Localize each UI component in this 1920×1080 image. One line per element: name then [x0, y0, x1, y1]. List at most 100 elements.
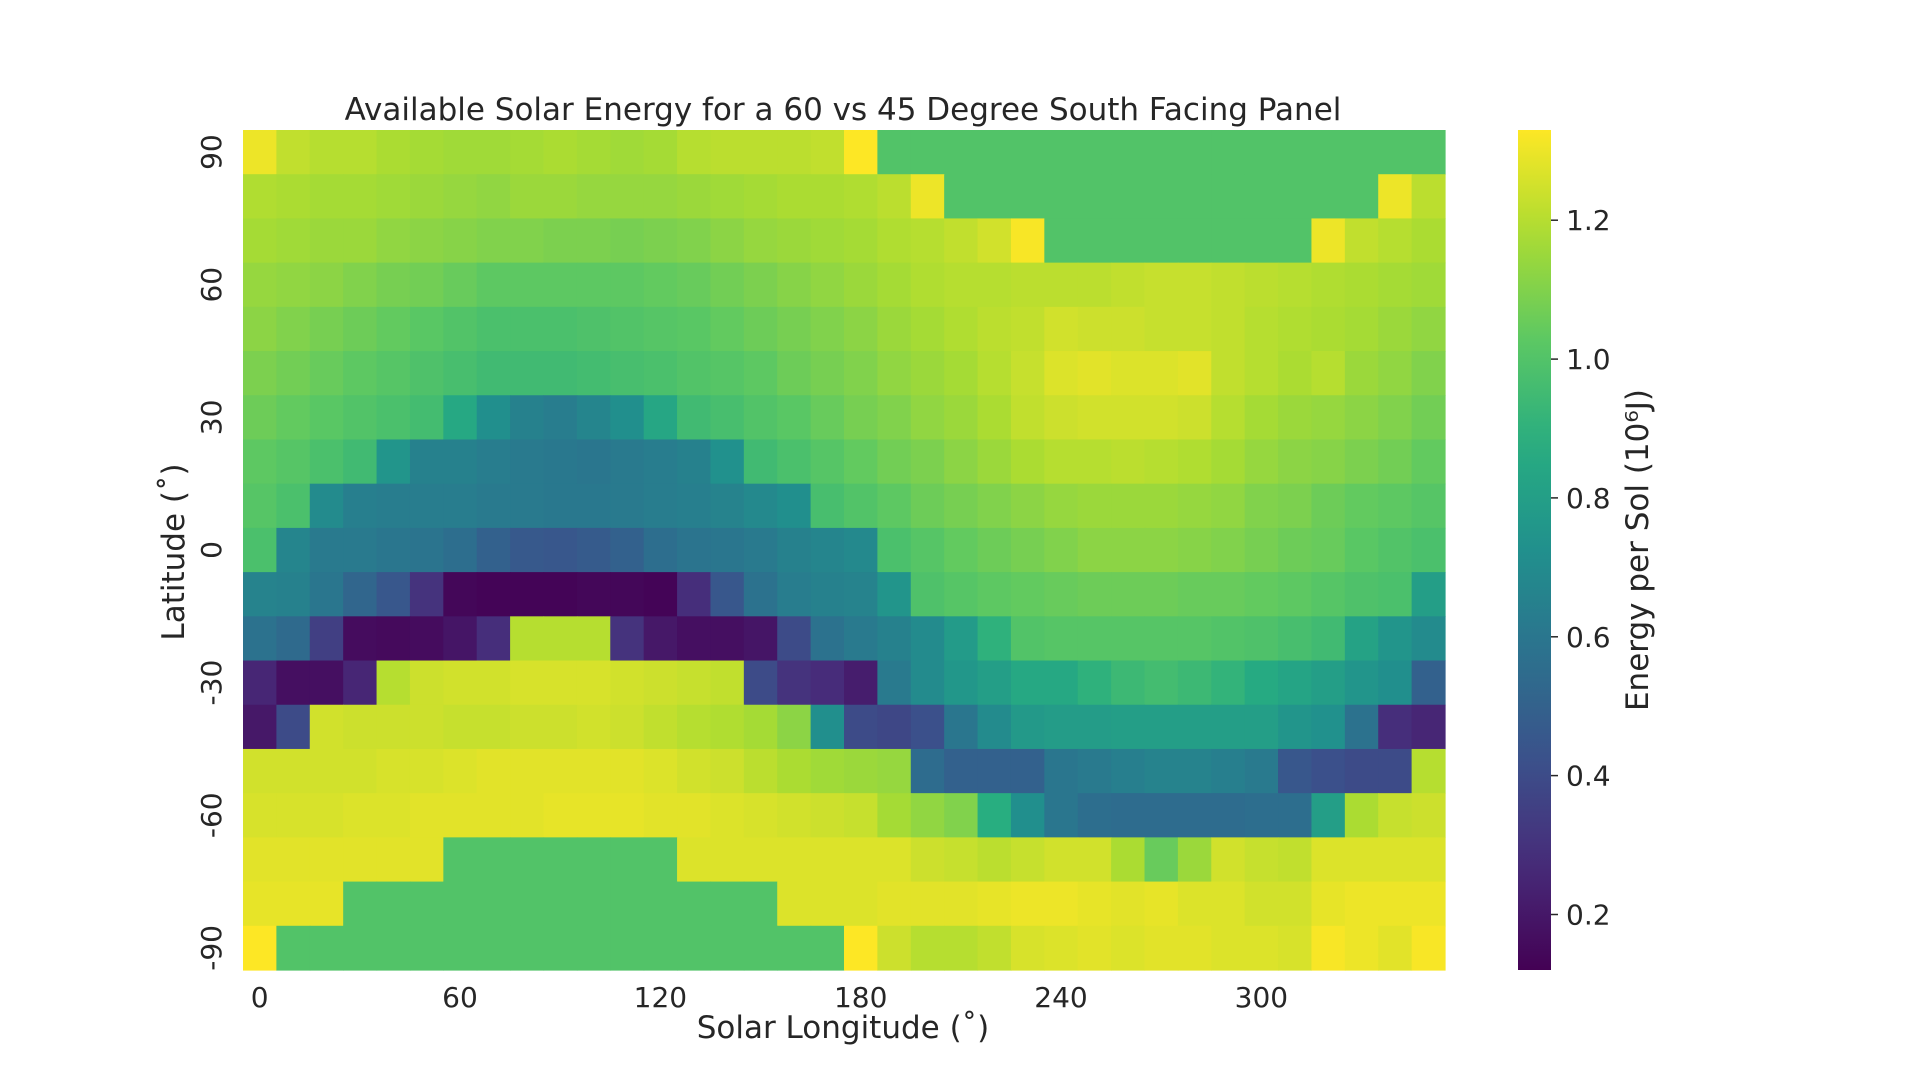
- heatmap-cell: [576, 837, 611, 883]
- heatmap-cell: [309, 439, 344, 485]
- heatmap-cell: [1010, 218, 1045, 264]
- heatmap-cell: [343, 262, 378, 308]
- heatmap-cell: [443, 837, 478, 883]
- heatmap-cell: [810, 130, 845, 175]
- heatmap-cell: [1311, 174, 1346, 220]
- heatmap-cell: [276, 306, 311, 352]
- heatmap-cell: [1411, 660, 1446, 706]
- colorbar: [1518, 130, 1551, 970]
- heatmap-cell: [543, 306, 578, 352]
- heatmap-cell: [1211, 262, 1246, 308]
- heatmap-cell: [1211, 439, 1246, 485]
- heatmap-cell: [243, 262, 277, 308]
- heatmap-cell: [710, 748, 745, 794]
- heatmap-cell: [1177, 306, 1212, 352]
- heatmap-cell: [1344, 704, 1379, 750]
- heatmap-cell: [1378, 748, 1413, 794]
- heatmap-cell: [510, 306, 545, 352]
- heatmap-cell: [476, 527, 511, 573]
- heatmap-cell: [977, 306, 1012, 352]
- heatmap-cell: [1311, 395, 1346, 441]
- heatmap-cell: [1244, 881, 1279, 927]
- heatmap-cell: [1278, 925, 1313, 971]
- heatmap-cell: [576, 174, 611, 220]
- heatmap-cell: [1177, 837, 1212, 883]
- heatmap-cell: [1010, 483, 1045, 529]
- heatmap-cell: [1378, 439, 1413, 485]
- heatmap-cell: [409, 616, 444, 662]
- heatmap-cell: [1411, 174, 1446, 220]
- heatmap-cell: [877, 527, 912, 573]
- heatmap-cell: [844, 483, 878, 529]
- heatmap-cell: [443, 395, 478, 441]
- heatmap-cell: [309, 704, 344, 750]
- colorbar-tick-label: 0.4: [1566, 760, 1611, 793]
- heatmap-cell: [777, 439, 812, 485]
- heatmap-cell: [877, 837, 912, 883]
- heatmap-cell: [376, 306, 411, 352]
- heatmap-cell: [1211, 130, 1246, 175]
- heatmap-cell: [977, 660, 1012, 706]
- heatmap-cell: [543, 616, 578, 662]
- heatmap-cell: [810, 793, 845, 838]
- heatmap-cell: [276, 395, 311, 441]
- heatmap-cell: [944, 837, 979, 883]
- heatmap-cell: [877, 925, 912, 971]
- heatmap-cell: [710, 174, 745, 220]
- heatmap-cell: [309, 527, 344, 573]
- heatmap-cell: [977, 130, 1012, 175]
- heatmap-cell: [543, 793, 578, 838]
- heatmap-cell: [944, 704, 979, 750]
- heatmap-cell: [1378, 130, 1413, 175]
- heatmap-cell: [1378, 483, 1413, 529]
- heatmap-cell: [1044, 527, 1079, 573]
- heatmap-cell: [777, 218, 812, 264]
- heatmap-cell: [1010, 925, 1045, 971]
- heatmap-cell: [476, 130, 511, 175]
- heatmap-cell: [1311, 527, 1346, 573]
- heatmap-cell: [810, 925, 845, 971]
- heatmap-cell: [243, 218, 277, 264]
- heatmap-cell: [743, 837, 778, 883]
- heatmap-cell: [1211, 218, 1246, 264]
- heatmap-cell: [944, 439, 979, 485]
- heatmap-cell: [1378, 351, 1413, 396]
- heatmap-cell: [343, 748, 378, 794]
- heatmap-cell: [1211, 306, 1246, 352]
- heatmap-cell: [1311, 925, 1346, 971]
- heatmap-cell: [1244, 660, 1279, 706]
- heatmap-cell: [1311, 660, 1346, 706]
- heatmap-cell: [677, 351, 712, 396]
- heatmap-cell: [944, 483, 979, 529]
- heatmap-cell: [977, 395, 1012, 441]
- colorbar-tick-label: 0.2: [1566, 899, 1611, 932]
- heatmap-cell: [376, 660, 411, 706]
- heatmap-cell: [309, 218, 344, 264]
- heatmap-cell: [1044, 483, 1079, 529]
- heatmap-cell: [1344, 306, 1379, 352]
- heatmap-cell: [743, 483, 778, 529]
- heatmap-cell: [777, 572, 812, 617]
- heatmap-cell: [1378, 218, 1413, 264]
- heatmap-cell: [1177, 130, 1212, 175]
- heatmap-cell: [743, 660, 778, 706]
- heatmap-cell: [1244, 793, 1279, 838]
- heatmap-cell: [343, 616, 378, 662]
- heatmap-cell: [443, 793, 478, 838]
- heatmap-cell: [1411, 262, 1446, 308]
- heatmap-cell: [1111, 439, 1146, 485]
- heatmap-cell: [1044, 130, 1079, 175]
- heatmap-cell: [610, 395, 645, 441]
- heatmap-cell: [409, 218, 444, 264]
- heatmap-cell: [1144, 130, 1179, 175]
- heatmap-cell: [1111, 704, 1146, 750]
- heatmap-cell: [1177, 174, 1212, 220]
- heatmap-cell: [877, 616, 912, 662]
- heatmap-cell: [576, 218, 611, 264]
- heatmap-cell: [376, 704, 411, 750]
- colorbar-label: Energy per Sol (10⁶J): [1620, 389, 1656, 711]
- heatmap-cell: [1311, 130, 1346, 175]
- heatmap-cell: [1044, 572, 1079, 617]
- heatmap-cell: [1177, 704, 1212, 750]
- heatmap-cell: [610, 527, 645, 573]
